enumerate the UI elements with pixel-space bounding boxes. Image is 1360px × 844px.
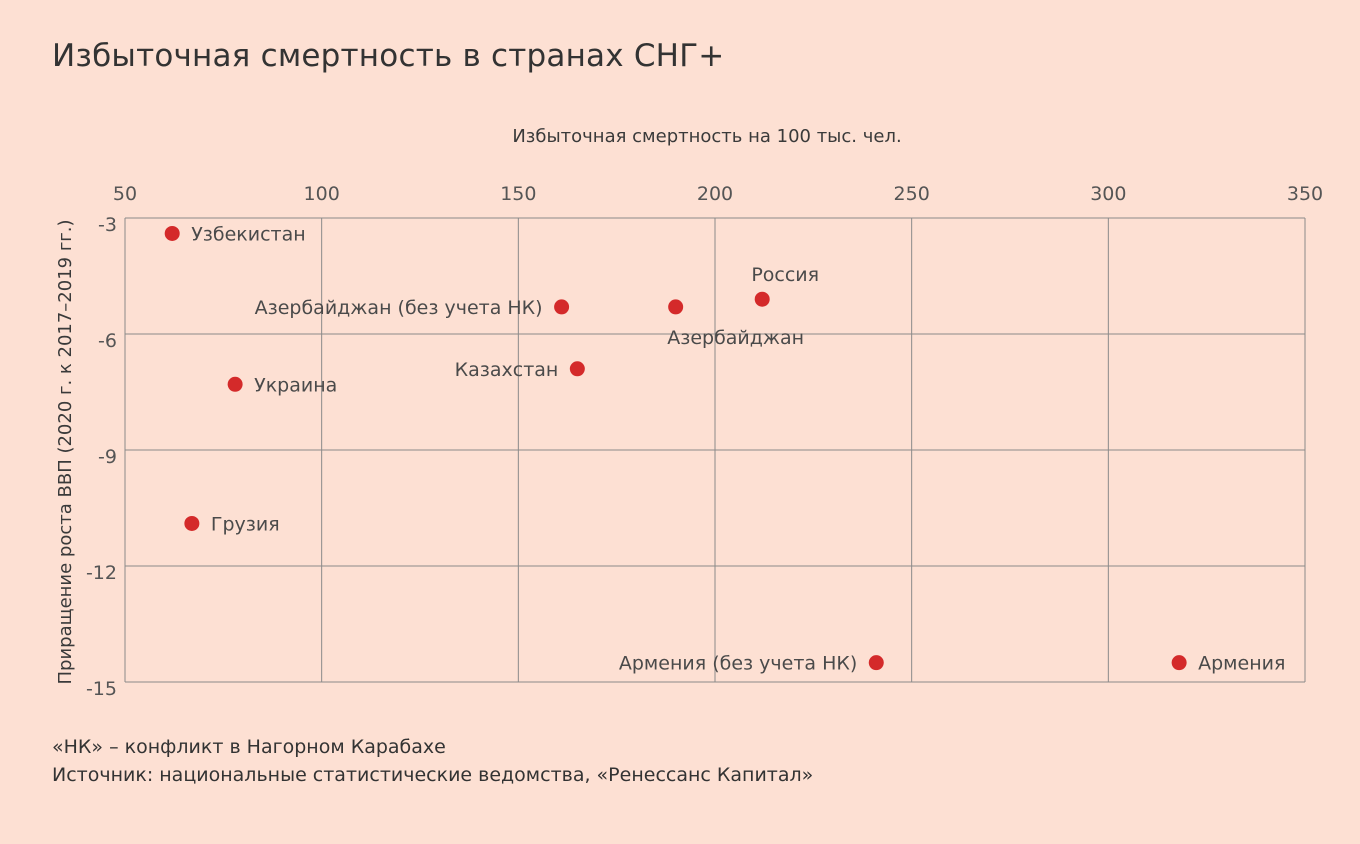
data-point: [754, 291, 770, 307]
x-tick-label: 150: [500, 183, 536, 205]
data-point: [868, 655, 884, 671]
point-label: Узбекистан: [191, 223, 306, 245]
x-axis-title: Избыточная смертность на 100 тыс. чел.: [512, 126, 901, 147]
data-point: [554, 299, 570, 315]
grid: [124, 217, 1306, 683]
y-tick-label: -12: [86, 562, 117, 584]
y-tick-label: -9: [98, 446, 117, 468]
data-point: [668, 299, 684, 315]
x-tick-label: 200: [697, 183, 733, 205]
point-label: Россия: [751, 264, 819, 286]
point-label: Казахстан: [455, 359, 559, 381]
data-point: [227, 376, 243, 392]
point-label: Азербайджан: [667, 327, 804, 349]
tick-labels: 50 100 150 200 250 300 350 -3 -6 -9 -12 -15: [86, 183, 1323, 700]
x-tick-label: 50: [113, 183, 137, 205]
x-tick-label: 300: [1090, 183, 1126, 205]
x-tick-label: 100: [304, 183, 340, 205]
point-label: Армения (без учета НК): [619, 653, 857, 675]
point-label: Азербайджан (без учета НК): [255, 297, 543, 319]
point-label: Грузия: [211, 513, 280, 535]
data-point: [569, 361, 585, 377]
data-point: [1171, 655, 1187, 671]
y-tick-label: -15: [86, 678, 117, 700]
chart-title: Избыточная смертность в странах СНГ+: [52, 38, 725, 74]
footnote: «НК» – конфликт в Нагорном Карабахе: [52, 736, 446, 758]
y-tick-label: -6: [98, 330, 117, 352]
data-points: Узбекистан Азербайджан (без учета НК) Азер…: [164, 223, 1285, 675]
data-point: [184, 515, 200, 531]
source-note: Источник: национальные статистические ве…: [52, 764, 814, 786]
data-point: [164, 225, 180, 241]
x-tick-label: 350: [1287, 183, 1323, 205]
point-label: Армения: [1198, 653, 1285, 675]
y-tick-label: -3: [98, 214, 117, 236]
point-label: Украина: [254, 374, 337, 396]
y-axis-title: Приращение роста ВВП (2020 г. к 2017–201…: [55, 220, 76, 685]
x-tick-label: 250: [894, 183, 930, 205]
